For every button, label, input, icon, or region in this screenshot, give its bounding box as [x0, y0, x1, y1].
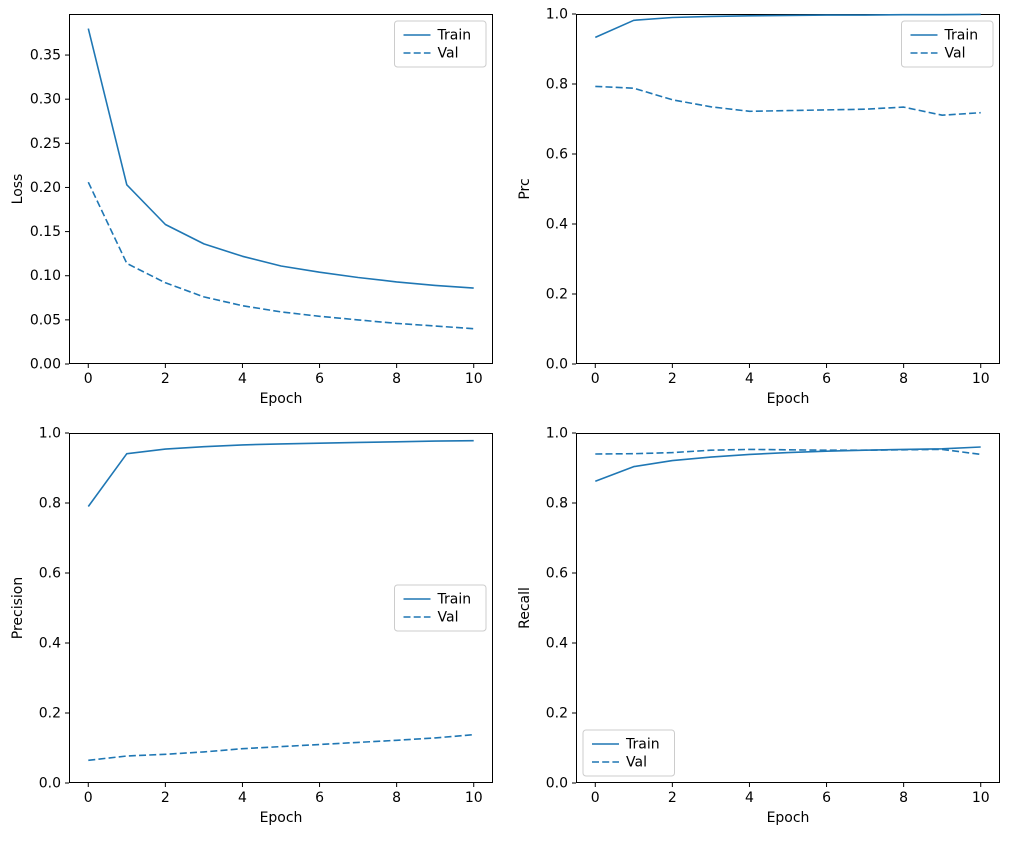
- x-tick-label: 4: [745, 371, 754, 387]
- val-line: [88, 733, 474, 762]
- x-axis-label: Epoch: [767, 810, 810, 826]
- x-tick-label: 4: [238, 371, 247, 387]
- legend-train-label: Train: [625, 737, 660, 753]
- y-axis-label: Prc: [517, 178, 533, 199]
- x-axis-label: Epoch: [260, 810, 303, 826]
- precision-subplot: 0 2 4 6 8 10 0.0 0.2 0.4 0.6 0.8 1.0 Epoch Precision T…: [10, 426, 493, 826]
- y-tick-label: 0.2: [546, 706, 568, 722]
- y-tick-label: 0.10: [30, 268, 61, 284]
- y-tick-label: 0.4: [546, 636, 568, 652]
- x-tick-label: 0: [591, 371, 600, 387]
- y-tick-label: 0.15: [30, 224, 61, 240]
- y-tick-label: 0.8: [546, 496, 568, 512]
- val-line: [87, 181, 474, 330]
- legend: Train Val: [394, 20, 487, 68]
- legend: Train Val: [582, 729, 675, 777]
- y-tick-label: 0.05: [30, 312, 61, 328]
- val-line: [595, 85, 981, 116]
- train-line: [594, 13, 981, 39]
- y-tick-label: 1.0: [39, 426, 61, 442]
- y-tick-label: 0.20: [30, 180, 61, 196]
- x-tick-label: 10: [465, 790, 483, 806]
- y-tick-label: 0.0: [546, 357, 568, 373]
- legend-train-label: Train: [944, 28, 979, 44]
- y-tick-label: 0.0: [546, 776, 568, 792]
- y-tick-label: 0.8: [39, 496, 61, 512]
- y-tick-label: 0.30: [30, 92, 61, 108]
- train-line: [87, 28, 474, 289]
- legend-train-label: Train: [437, 592, 472, 608]
- legend-val-label: Val: [438, 610, 459, 626]
- x-tick-label: 6: [822, 371, 831, 387]
- legend-box: [901, 20, 994, 68]
- x-tick-label: 4: [745, 790, 754, 806]
- x-tick-label: 0: [591, 790, 600, 806]
- x-tick-label: 10: [972, 790, 990, 806]
- x-tick-label: 2: [668, 790, 677, 806]
- y-tick-label: 0.6: [546, 147, 568, 163]
- legend-box: [394, 584, 487, 632]
- y-tick-label: 0.2: [546, 287, 568, 303]
- train-line: [87, 439, 474, 507]
- x-tick-label: 0: [84, 790, 93, 806]
- y-tick-label: 0.35: [30, 48, 61, 64]
- axes-frame: [576, 433, 1000, 783]
- legend: Train Val: [394, 584, 487, 632]
- y-tick-label: 0.4: [546, 217, 568, 233]
- x-tick-label: 6: [822, 790, 831, 806]
- y-tick-label: 1.0: [546, 7, 568, 23]
- prc-subplot: 0 2 4 6 8 10 0.0 0.2 0.4 0.6 0.8 1.0 Epoch Prc Train Va…: [517, 7, 1000, 407]
- x-tick-label: 2: [668, 371, 677, 387]
- y-tick-label: 0.6: [39, 566, 61, 582]
- y-tick-label: 0.4: [39, 636, 61, 652]
- x-tick-label: 6: [315, 371, 324, 387]
- y-tick-label: 1.0: [546, 426, 568, 442]
- x-tick-label: 8: [899, 790, 908, 806]
- x-tick-label: 2: [161, 371, 170, 387]
- legend-box: [582, 729, 675, 777]
- legend-box: [394, 20, 487, 68]
- x-axis-label: Epoch: [767, 391, 810, 407]
- y-tick-label: 0.0: [39, 776, 61, 792]
- y-axis-label: Precision: [10, 577, 26, 639]
- x-tick-label: 2: [161, 790, 170, 806]
- x-tick-label: 8: [899, 371, 908, 387]
- legend: Train Val: [901, 20, 994, 68]
- y-axis-label: Recall: [517, 587, 533, 629]
- legend-train-label: Train: [437, 28, 472, 44]
- x-tick-label: 6: [315, 790, 324, 806]
- x-tick-label: 4: [238, 790, 247, 806]
- axes-frame: [69, 14, 493, 364]
- legend-val-label: Val: [438, 46, 459, 62]
- x-tick-label: 10: [465, 371, 483, 387]
- axes-frame: [576, 14, 1000, 364]
- y-tick-label: 0.8: [546, 77, 568, 93]
- x-tick-label: 8: [392, 790, 401, 806]
- x-tick-label: 8: [392, 371, 401, 387]
- y-axis-label: Loss: [10, 174, 26, 205]
- x-axis-label: Epoch: [260, 391, 303, 407]
- y-tick-label: 0.00: [30, 357, 61, 373]
- y-tick-label: 0.6: [546, 566, 568, 582]
- x-tick-label: 0: [84, 371, 93, 387]
- y-tick-label: 0.2: [39, 706, 61, 722]
- val-line: [595, 448, 981, 456]
- axes-frame: [69, 433, 493, 783]
- train-line: [595, 446, 981, 483]
- recall-subplot: 0 2 4 6 8 10 0.0 0.2 0.4 0.6 0.8 1.0 Epoch Recall Trai…: [517, 426, 1000, 826]
- legend-val-label: Val: [626, 755, 647, 771]
- y-tick-label: 0.25: [30, 136, 61, 152]
- legend-val-label: Val: [945, 46, 966, 62]
- x-tick-label: 10: [972, 371, 990, 387]
- loss-subplot: 0 2 4 6 8 10 0.00 0.05 0.10 0.15 0.20 0.25 0.30 0.35 E…: [10, 14, 493, 407]
